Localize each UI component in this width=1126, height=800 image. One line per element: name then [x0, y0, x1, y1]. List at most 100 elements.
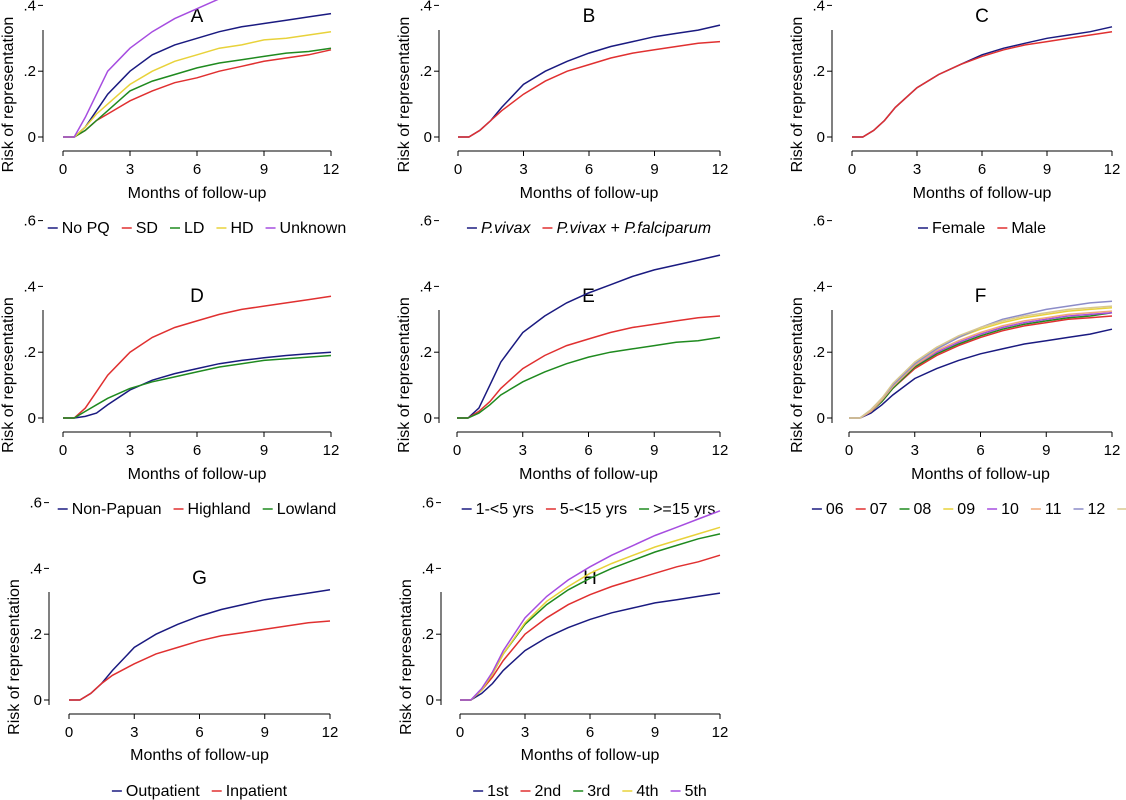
- y-axis-label: Risk of representation: [0, 297, 17, 453]
- series-line-07: [849, 315, 1113, 419]
- y-axis-label: Risk of representation: [398, 579, 415, 735]
- x-tick-label: 12: [712, 442, 729, 459]
- legend-label: >=15 yrs: [653, 501, 715, 518]
- x-axis-label: Months of follow-up: [913, 185, 1052, 202]
- series-line-p-vivax-p-falciparum: [458, 40, 721, 138]
- x-axis-label: Months of follow-up: [911, 466, 1050, 483]
- y-tick-label: .4: [812, 0, 825, 14]
- x-tick-label: 9: [1043, 161, 1051, 178]
- x-tick-label: 6: [193, 161, 201, 178]
- series-line-ld: [63, 47, 332, 138]
- legend-label: SD: [136, 220, 158, 237]
- legend-label: Outpatient: [126, 783, 200, 800]
- legend-label: P.vivax: [481, 220, 532, 237]
- x-tick-label: 3: [130, 724, 138, 741]
- series-line-11: [849, 310, 1113, 419]
- panel-title: B: [583, 6, 596, 27]
- y-tick-label: 0: [34, 692, 42, 709]
- legend-label: 08: [914, 501, 932, 518]
- y-axis-label: Risk of representation: [789, 297, 806, 453]
- y-tick-label: .6: [812, 213, 825, 230]
- y-tick-label: .4: [29, 560, 42, 577]
- y-axis-label: Risk of representation: [396, 297, 413, 453]
- x-tick-label: 0: [456, 724, 464, 741]
- x-axis-label: Months of follow-up: [130, 747, 269, 764]
- legend-label: HD: [230, 220, 253, 237]
- legend-label: No PQ: [62, 220, 110, 237]
- legend-label: 1st: [487, 783, 509, 800]
- y-tick-label: .2: [421, 626, 434, 643]
- panel-A: A 0 .2 .4 .6 Risk of representation 0 3 6 9 12 Mont…: [0, 0, 346, 237]
- series-line-non-papuan: [63, 351, 332, 419]
- y-tick-label: 0: [28, 129, 36, 146]
- panel-G: G 0 .2 .4 .6 Risk of representation 0 3 6 9 12 Mont…: [6, 495, 338, 800]
- x-axis-label: Months of follow-up: [519, 466, 658, 483]
- y-tick-label: .4: [23, 0, 36, 14]
- legend-label: Male: [1011, 220, 1046, 237]
- legend-label: 10: [1001, 501, 1019, 518]
- series-line-4th: [460, 526, 721, 701]
- legend: Non-Papuan Highland Lowland: [57, 501, 336, 518]
- x-tick-label: 0: [845, 442, 853, 459]
- x-tick-label: 6: [586, 724, 594, 741]
- legend-label: 11: [1045, 501, 1062, 518]
- x-tick-label: 6: [585, 161, 593, 178]
- panel-title: E: [582, 286, 595, 307]
- x-tick-label: 9: [650, 161, 658, 178]
- x-tick-label: 6: [976, 442, 984, 459]
- series-line-inpatient: [69, 620, 331, 701]
- x-tick-label: 12: [323, 161, 340, 178]
- legend: Outpatient Inpatient: [111, 783, 288, 800]
- x-tick-label: 9: [1042, 442, 1050, 459]
- series-line-p-vivax: [458, 24, 721, 138]
- y-tick-label: .2: [23, 63, 36, 80]
- x-tick-label: 3: [521, 724, 529, 741]
- legend: 1st 2nd 3rd 4th 5th: [473, 783, 707, 800]
- panel-F: F 0 .2 .4 .6 Risk of representation 0 3 6 9 12 Mont…: [789, 213, 1126, 518]
- legend-label: 4th: [636, 783, 658, 800]
- x-tick-label: 3: [126, 442, 134, 459]
- y-tick-label: 0: [424, 410, 432, 427]
- series-line-male: [852, 30, 1113, 138]
- series-line-no-pq: [63, 12, 332, 138]
- legend-label: Female: [932, 220, 985, 237]
- x-tick-label: 9: [650, 442, 658, 459]
- legend: 1-<5 yrs 5-<15 yrs >=15 yrs: [461, 501, 715, 518]
- panel-B: B 0 .2 .4 .6 Risk of representation 0 3 6 9 12 Mont…: [396, 0, 728, 237]
- x-axis-label: Months of follow-up: [520, 185, 659, 202]
- y-tick-label: .2: [419, 344, 432, 361]
- y-tick-label: 0: [817, 129, 825, 146]
- panel-title: G: [192, 568, 207, 589]
- legend-label: Highland: [188, 501, 251, 518]
- legend-label: Non-Papuan: [72, 501, 162, 518]
- y-tick-label: .4: [812, 278, 825, 295]
- series-line-female: [852, 26, 1113, 138]
- series-line-hd: [63, 30, 332, 138]
- x-tick-label: 3: [519, 442, 527, 459]
- legend-label: 07: [870, 501, 888, 518]
- y-axis-label: Risk of representation: [396, 17, 413, 173]
- y-tick-label: 0: [28, 410, 36, 427]
- y-axis-label: Risk of representation: [789, 17, 806, 173]
- x-axis-label: Months of follow-up: [128, 185, 267, 202]
- panel-E: E 0 .2 .4 .6 Risk of representation 0 3 6 9 12 Mont…: [396, 213, 728, 518]
- x-tick-label: 6: [978, 161, 986, 178]
- legend-label: 3rd: [587, 783, 610, 800]
- x-tick-label: 0: [65, 724, 73, 741]
- legend-label: Unknown: [280, 220, 347, 237]
- x-tick-label: 12: [1104, 161, 1121, 178]
- legend-label: P.vivax + P.falciparum: [556, 220, 711, 237]
- y-tick-label: .6: [23, 213, 36, 230]
- series-line-1st: [460, 592, 721, 701]
- legend: P.vivax P.vivax + P.falciparum: [466, 220, 711, 237]
- legend: Female Male: [917, 220, 1046, 237]
- legend: 0607080910111213: [811, 501, 1126, 518]
- series-line-unknown: [63, 0, 219, 138]
- legend-label: LD: [184, 220, 204, 237]
- panel-title: A: [191, 6, 204, 27]
- series-line-5th: [460, 510, 721, 701]
- y-tick-label: .2: [29, 626, 42, 643]
- series-line-09: [849, 307, 1113, 419]
- x-tick-label: 6: [193, 442, 201, 459]
